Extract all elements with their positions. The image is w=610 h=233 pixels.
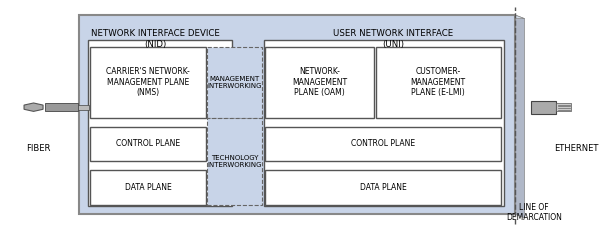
- Bar: [90, 47, 206, 118]
- Polygon shape: [515, 15, 525, 218]
- Text: CONTROL PLANE: CONTROL PLANE: [116, 140, 181, 148]
- Text: DATA PLANE: DATA PLANE: [125, 183, 171, 192]
- Bar: [265, 127, 501, 161]
- Bar: [531, 101, 556, 114]
- Bar: [90, 170, 206, 205]
- Text: NETWORK-
MANAGEMENT
PLANE (OAM): NETWORK- MANAGEMENT PLANE (OAM): [292, 67, 347, 97]
- Text: CARRIER'S NETWORK-
MANAGEMENT PLANE
(NMS): CARRIER'S NETWORK- MANAGEMENT PLANE (NMS…: [106, 67, 190, 97]
- Bar: [207, 47, 262, 118]
- Bar: [556, 103, 571, 111]
- Text: MANAGEMENT
INTERWORKING: MANAGEMENT INTERWORKING: [207, 75, 262, 89]
- Text: DATA PLANE: DATA PLANE: [360, 183, 406, 192]
- Bar: [79, 15, 515, 214]
- Text: USER NETWORK INTERFACE
(UNI): USER NETWORK INTERFACE (UNI): [333, 29, 454, 48]
- Bar: [45, 103, 78, 111]
- Bar: [376, 47, 501, 118]
- Text: CUSTOMER-
MANAGEMENT
PLANE (E-LMI): CUSTOMER- MANAGEMENT PLANE (E-LMI): [411, 67, 465, 97]
- Text: NETWORK INTERFACE DEVICE
(NID): NETWORK INTERFACE DEVICE (NID): [91, 29, 220, 48]
- Bar: [264, 40, 504, 206]
- Text: FIBER: FIBER: [26, 144, 51, 154]
- Bar: [88, 40, 232, 206]
- Polygon shape: [79, 15, 525, 19]
- Bar: [78, 105, 89, 110]
- Bar: [90, 127, 206, 161]
- Text: LINE OF
DEMARCATION: LINE OF DEMARCATION: [506, 203, 562, 222]
- Bar: [265, 47, 374, 118]
- Text: CONTROL PLANE: CONTROL PLANE: [351, 140, 415, 148]
- Text: TECHNOLOGY
INTERWORKING: TECHNOLOGY INTERWORKING: [207, 155, 262, 168]
- Text: ETHERNET: ETHERNET: [554, 144, 598, 154]
- Bar: [207, 118, 262, 205]
- Bar: [265, 170, 501, 205]
